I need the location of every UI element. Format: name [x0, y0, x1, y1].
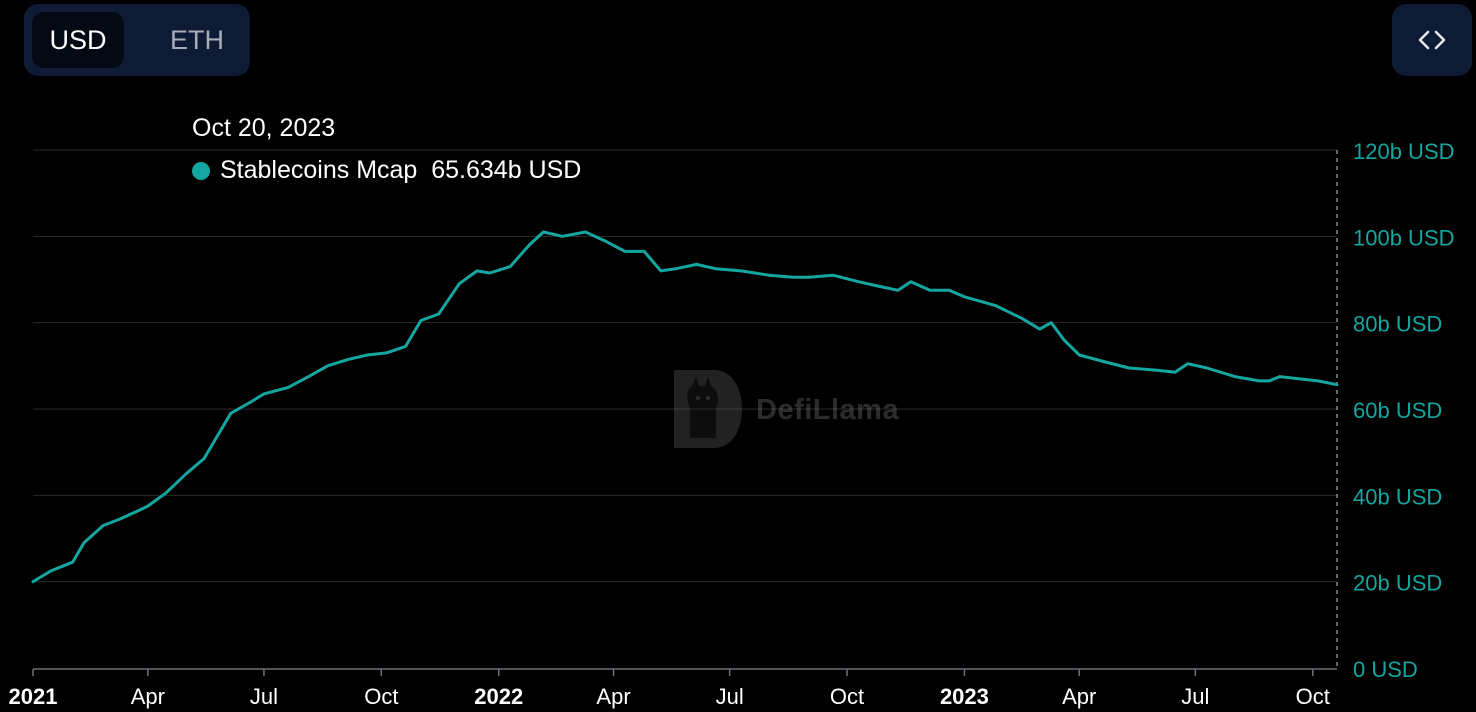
embed-button[interactable] — [1392, 4, 1472, 76]
usd-toggle-button[interactable]: USD — [32, 12, 124, 68]
x-tick-label: Jul — [1181, 684, 1209, 709]
x-tick-label: Apr — [596, 684, 630, 709]
y-tick-label: 40b USD — [1353, 484, 1442, 509]
series-line-stablecoins-mcap — [31, 230, 1339, 584]
tooltip-spacer — [417, 156, 431, 185]
x-tick-label: 2022 — [474, 684, 523, 709]
y-tick-label: 0 USD — [1353, 657, 1418, 682]
y-tick-label: 120b USD — [1353, 139, 1455, 164]
x-tick-label: 2023 — [940, 684, 989, 709]
y-tick-label: 20b USD — [1353, 571, 1442, 596]
x-tick-label: Oct — [1296, 684, 1330, 709]
llama-logo-icon — [674, 370, 742, 448]
x-tick-label: Apr — [1062, 684, 1096, 709]
tooltip-date: Oct 20, 2023 — [192, 114, 336, 142]
tooltip-series-value: 65.634b USD — [431, 156, 582, 184]
code-brackets-icon — [1418, 30, 1446, 50]
tooltip-series: Stablecoins Mcap 65.634b USD — [192, 156, 581, 185]
y-tick-label: 60b USD — [1353, 398, 1442, 423]
tooltip-series-name: Stablecoins Mcap — [220, 156, 418, 184]
defillama-watermark: DefiLlama — [672, 368, 912, 452]
x-tick-label: 2021 — [9, 684, 58, 709]
eth-toggle-button[interactable]: ETH — [170, 25, 224, 55]
currency-toggle: USD ETH — [24, 4, 250, 76]
y-tick-label: 80b USD — [1353, 312, 1442, 337]
x-tick-label: Oct — [364, 684, 398, 709]
y-tick-label: 100b USD — [1353, 225, 1455, 250]
x-tick-label: Jul — [716, 684, 744, 709]
series-color-dot — [192, 161, 210, 180]
x-tick-label: Oct — [830, 684, 864, 709]
x-tick-label: Apr — [131, 684, 165, 709]
watermark-text: DefiLlama — [756, 394, 900, 426]
x-tick-label: Jul — [250, 684, 278, 709]
